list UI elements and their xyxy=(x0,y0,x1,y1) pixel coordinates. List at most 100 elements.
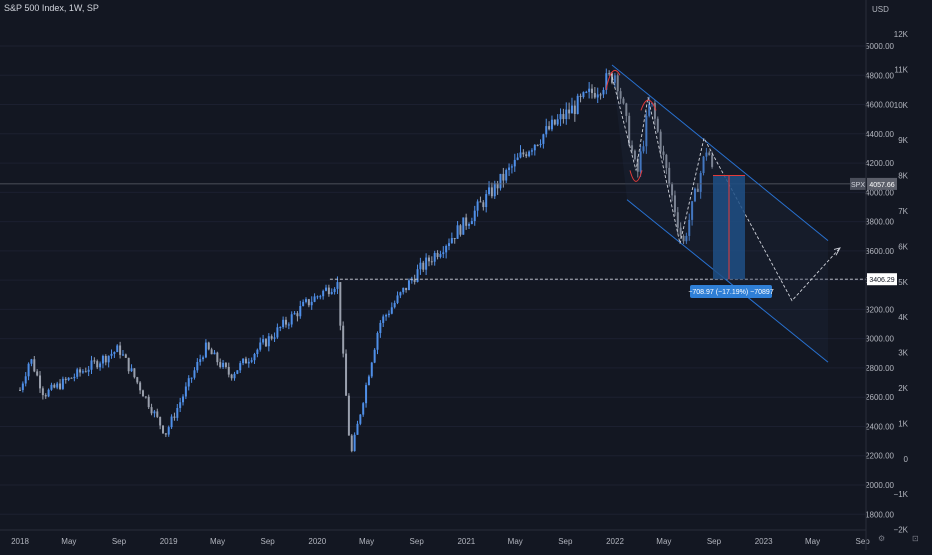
candle-body xyxy=(156,411,159,417)
percent-tick-label: 5K xyxy=(898,278,908,287)
candle-body xyxy=(242,358,245,364)
candle-body xyxy=(316,296,319,298)
candle-body xyxy=(173,416,176,418)
candle-body xyxy=(708,152,711,156)
candle-body xyxy=(133,368,136,378)
candle-body xyxy=(239,363,242,371)
candle-body xyxy=(550,119,553,130)
candle-body xyxy=(213,352,216,355)
x-tick-label: Sep xyxy=(558,537,573,546)
candle-body xyxy=(224,362,227,367)
candle-body xyxy=(153,411,156,414)
candle-body xyxy=(613,75,616,83)
x-tick-label: 2020 xyxy=(308,537,326,546)
candle-body xyxy=(302,301,305,307)
candle-body xyxy=(579,95,582,97)
candle-body xyxy=(104,355,107,363)
last-price-tag-text: 4057.66 xyxy=(869,182,894,189)
candle-body xyxy=(373,349,376,363)
candle-body xyxy=(247,361,250,364)
candle-body xyxy=(530,150,533,152)
candle-body xyxy=(70,377,73,379)
candle-body xyxy=(130,368,133,372)
candle-body xyxy=(147,396,150,408)
candle-body xyxy=(327,287,330,295)
candle-body xyxy=(570,105,573,114)
price-tick-label: 2600.00 xyxy=(865,393,894,402)
x-tick-label: Sep xyxy=(260,537,275,546)
candle-body xyxy=(59,383,62,389)
candle-body xyxy=(422,262,425,270)
candle-body xyxy=(182,396,185,403)
x-tick-label: Sep xyxy=(410,537,425,546)
candle-body xyxy=(462,217,465,235)
candle-body xyxy=(336,282,339,289)
symbol-tag-bg xyxy=(850,177,866,190)
candle-body xyxy=(273,337,276,339)
candle-body xyxy=(671,183,674,196)
candle-body xyxy=(136,377,139,383)
candle-body xyxy=(330,292,333,295)
candle-body xyxy=(127,357,130,372)
x-tick-label: 2021 xyxy=(457,537,475,546)
candle-body xyxy=(608,73,611,75)
percent-tick-label: 0 xyxy=(904,455,909,464)
candle-body xyxy=(73,376,76,379)
candle-body xyxy=(665,154,668,168)
auto-scale-icon[interactable]: ⊡ xyxy=(912,534,919,543)
candle-body xyxy=(673,195,676,213)
candle-body xyxy=(410,279,413,281)
candle-body xyxy=(162,425,164,434)
gear-icon[interactable]: ⚙ xyxy=(878,534,886,543)
candle-body xyxy=(456,225,459,239)
candle-body xyxy=(482,202,485,208)
candle-body xyxy=(476,201,479,211)
x-tick-label: May xyxy=(508,537,523,546)
candle-body xyxy=(648,103,651,116)
candle-body xyxy=(99,363,102,368)
candle-body xyxy=(113,352,116,354)
percent-tick-label: 7K xyxy=(898,207,908,216)
candle-body xyxy=(582,92,585,97)
candle-body xyxy=(442,252,445,255)
chart-title: S&P 500 Index, 1W, SP xyxy=(4,3,99,13)
candle-body xyxy=(144,396,147,398)
candle-body xyxy=(313,296,316,302)
candle-body xyxy=(84,371,87,373)
x-tick-label: May xyxy=(805,537,820,546)
x-tick-label: Sep xyxy=(855,537,870,546)
candle-body xyxy=(505,170,508,181)
candle-body xyxy=(47,389,50,397)
measure-label-text: −708.97 (−17.19%) −70897 xyxy=(688,289,774,296)
candle-body xyxy=(56,383,59,388)
candle-body xyxy=(322,290,325,297)
candle-body xyxy=(562,114,565,120)
candle-body xyxy=(545,126,548,135)
symbol-tag-text: SPX xyxy=(851,182,865,189)
candle-body xyxy=(699,173,702,192)
candle-body xyxy=(362,403,365,415)
candle-body xyxy=(296,313,299,317)
candle-body xyxy=(259,342,262,350)
candle-body xyxy=(250,360,253,362)
candle-body xyxy=(536,144,539,146)
last-price-tag-bg xyxy=(867,177,897,190)
candle-body xyxy=(393,302,396,308)
candle-body xyxy=(596,94,599,98)
candle-body xyxy=(453,238,456,240)
channel-upper-line xyxy=(611,64,829,242)
candle-body xyxy=(696,188,699,192)
candle-body xyxy=(196,361,199,371)
candle-body xyxy=(593,93,596,98)
candle-body xyxy=(588,88,591,92)
candle-body xyxy=(227,366,230,375)
candle-body xyxy=(576,95,579,114)
price-tick-label: 2000.00 xyxy=(865,481,894,490)
price-tick-label: 3600.00 xyxy=(865,247,894,256)
percent-tick-label: 6K xyxy=(898,242,908,251)
candle-body xyxy=(693,188,696,202)
x-tick-label: 2023 xyxy=(755,537,773,546)
projected-path xyxy=(610,72,841,302)
